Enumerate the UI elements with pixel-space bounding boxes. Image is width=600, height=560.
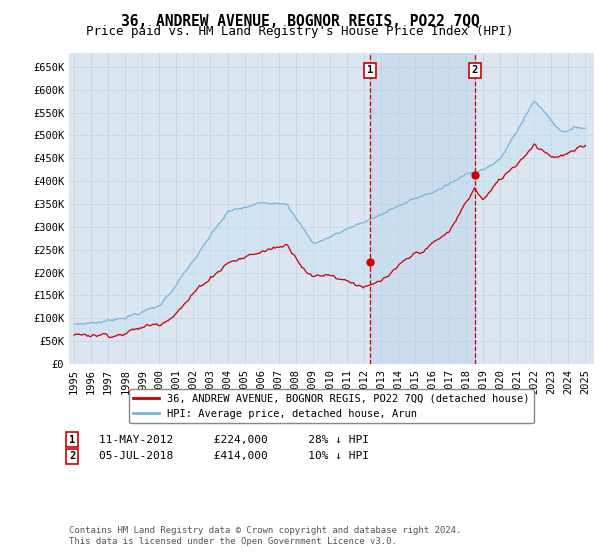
Text: 2: 2 [69,451,75,461]
Text: Price paid vs. HM Land Registry's House Price Index (HPI): Price paid vs. HM Land Registry's House … [86,25,514,38]
Text: 05-JUL-2018      £414,000      10% ↓ HPI: 05-JUL-2018 £414,000 10% ↓ HPI [99,451,369,461]
Legend: 36, ANDREW AVENUE, BOGNOR REGIS, PO22 7QQ (detached house), HPI: Average price, : 36, ANDREW AVENUE, BOGNOR REGIS, PO22 7Q… [129,389,534,423]
Text: 36, ANDREW AVENUE, BOGNOR REGIS, PO22 7QQ: 36, ANDREW AVENUE, BOGNOR REGIS, PO22 7Q… [121,14,479,29]
Text: 11-MAY-2012      £224,000      28% ↓ HPI: 11-MAY-2012 £224,000 28% ↓ HPI [99,435,369,445]
Bar [370,53,475,364]
Text: 1: 1 [367,66,373,75]
Text: 1: 1 [69,435,75,445]
Text: Contains HM Land Registry data © Crown copyright and database right 2024.
This d: Contains HM Land Registry data © Crown c… [69,526,461,546]
Text: 2: 2 [472,66,478,75]
